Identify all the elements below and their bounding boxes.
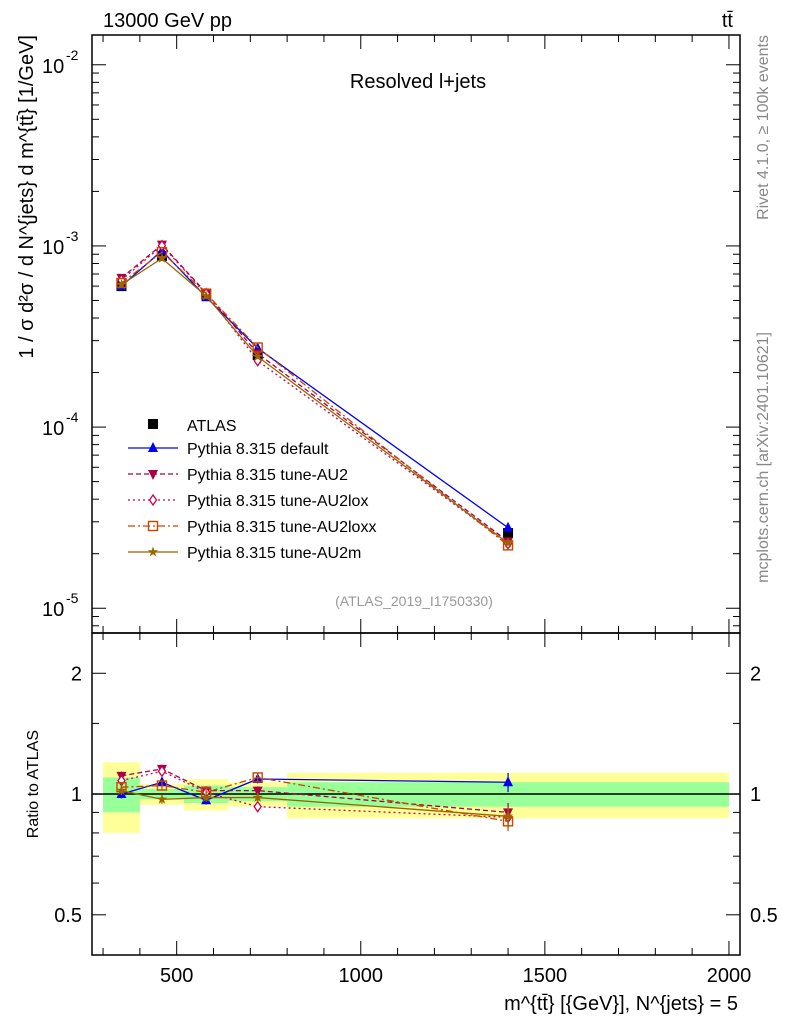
y-tick-label-exp: -3: [66, 228, 79, 244]
legend-label: Pythia 8.315 tune-AU2lox: [187, 493, 368, 510]
analysis-id: (ATLAS_2019_I1750330): [335, 593, 493, 609]
y-tick-label-base: 10: [42, 56, 64, 78]
side-label-top: Rivet 4.1.0, ≥ 100k events: [755, 35, 772, 220]
legend-marker: [148, 493, 158, 507]
legend-label-atlas: ATLAS: [187, 418, 237, 435]
series-point-ratio: [252, 772, 263, 783]
y-tick-label-exp: -5: [66, 590, 79, 606]
side-label-bottom: mcplots.cern.ch [arXiv:2401.10621]: [755, 332, 772, 583]
ratio-tick-label-right: 2: [750, 663, 761, 685]
legend-label: Pythia 8.315 tune-AU2: [187, 467, 348, 484]
x-tick-label: 500: [160, 965, 193, 987]
series-point-ratio: [157, 765, 167, 778]
series-point-ratio: [252, 786, 263, 797]
series-point-main: [252, 351, 263, 361]
x-tick-label: 1500: [523, 965, 568, 987]
ratio-tick-label-left: 1: [71, 784, 82, 806]
legend-label: Pythia 8.315 default: [187, 441, 329, 458]
header-left: 13000 GeV pp: [103, 10, 232, 32]
main-frame: [91, 34, 741, 634]
atlas-point: [503, 528, 514, 539]
ratio-tick-label-right: 0.5: [750, 905, 778, 927]
y-axis-label: 1 / σ d²σ / d N^{jets} d m^{tt̄} [1/GeV]: [16, 35, 38, 359]
ratio-tick-label-left: 0.5: [54, 905, 82, 927]
series-line-main: [121, 243, 509, 542]
series-line-main: [121, 244, 509, 545]
y-tick-label-base: 10: [42, 418, 64, 440]
legend-marker: [147, 520, 159, 532]
series-point-ratio: [253, 800, 262, 813]
y-tick-label-exp: -4: [66, 409, 79, 425]
ratio-axis-label: Ratio to ATLAS: [25, 730, 42, 838]
series-line-main: [121, 249, 509, 529]
series-point-main: [156, 252, 168, 263]
series-point-main: [503, 521, 514, 532]
legend-marker: [147, 546, 159, 557]
legend-marker-atlas: [148, 419, 158, 429]
series-point-main: [502, 537, 514, 548]
y-tick-label-base: 10: [42, 237, 64, 259]
legend-marker: [148, 470, 158, 480]
series-point-ratio: [502, 810, 514, 821]
ratio-tick-label-left: 2: [71, 663, 82, 685]
series-point-ratio: [200, 792, 212, 802]
y-tick-label-exp: -2: [66, 47, 79, 63]
header-right: tt̄: [722, 10, 734, 32]
legend-marker: [148, 442, 158, 452]
x-tick-label: 2000: [707, 965, 752, 987]
legend-label: Pythia 8.315 tune-AU2m: [187, 545, 361, 562]
x-axis-label: m^{tt̄} [{GeV}], N^{jets} = 5: [504, 993, 738, 1015]
x-tick-label: 1000: [339, 965, 384, 987]
series-point-ratio: [252, 792, 263, 802]
series-point-ratio: [116, 785, 127, 795]
series-point-ratio: [503, 776, 514, 787]
y-tick-label-base: 10: [42, 599, 64, 621]
legend-label: Pythia 8.315 tune-AU2loxx: [187, 519, 376, 536]
series-point-ratio: [156, 780, 168, 791]
chart-title: Resolved l+jets: [350, 71, 486, 93]
series-point-main: [200, 290, 212, 301]
series-point-main: [116, 279, 127, 289]
series-point-ratio: [156, 793, 168, 804]
ratio-tick-label-right: 1: [750, 784, 761, 806]
